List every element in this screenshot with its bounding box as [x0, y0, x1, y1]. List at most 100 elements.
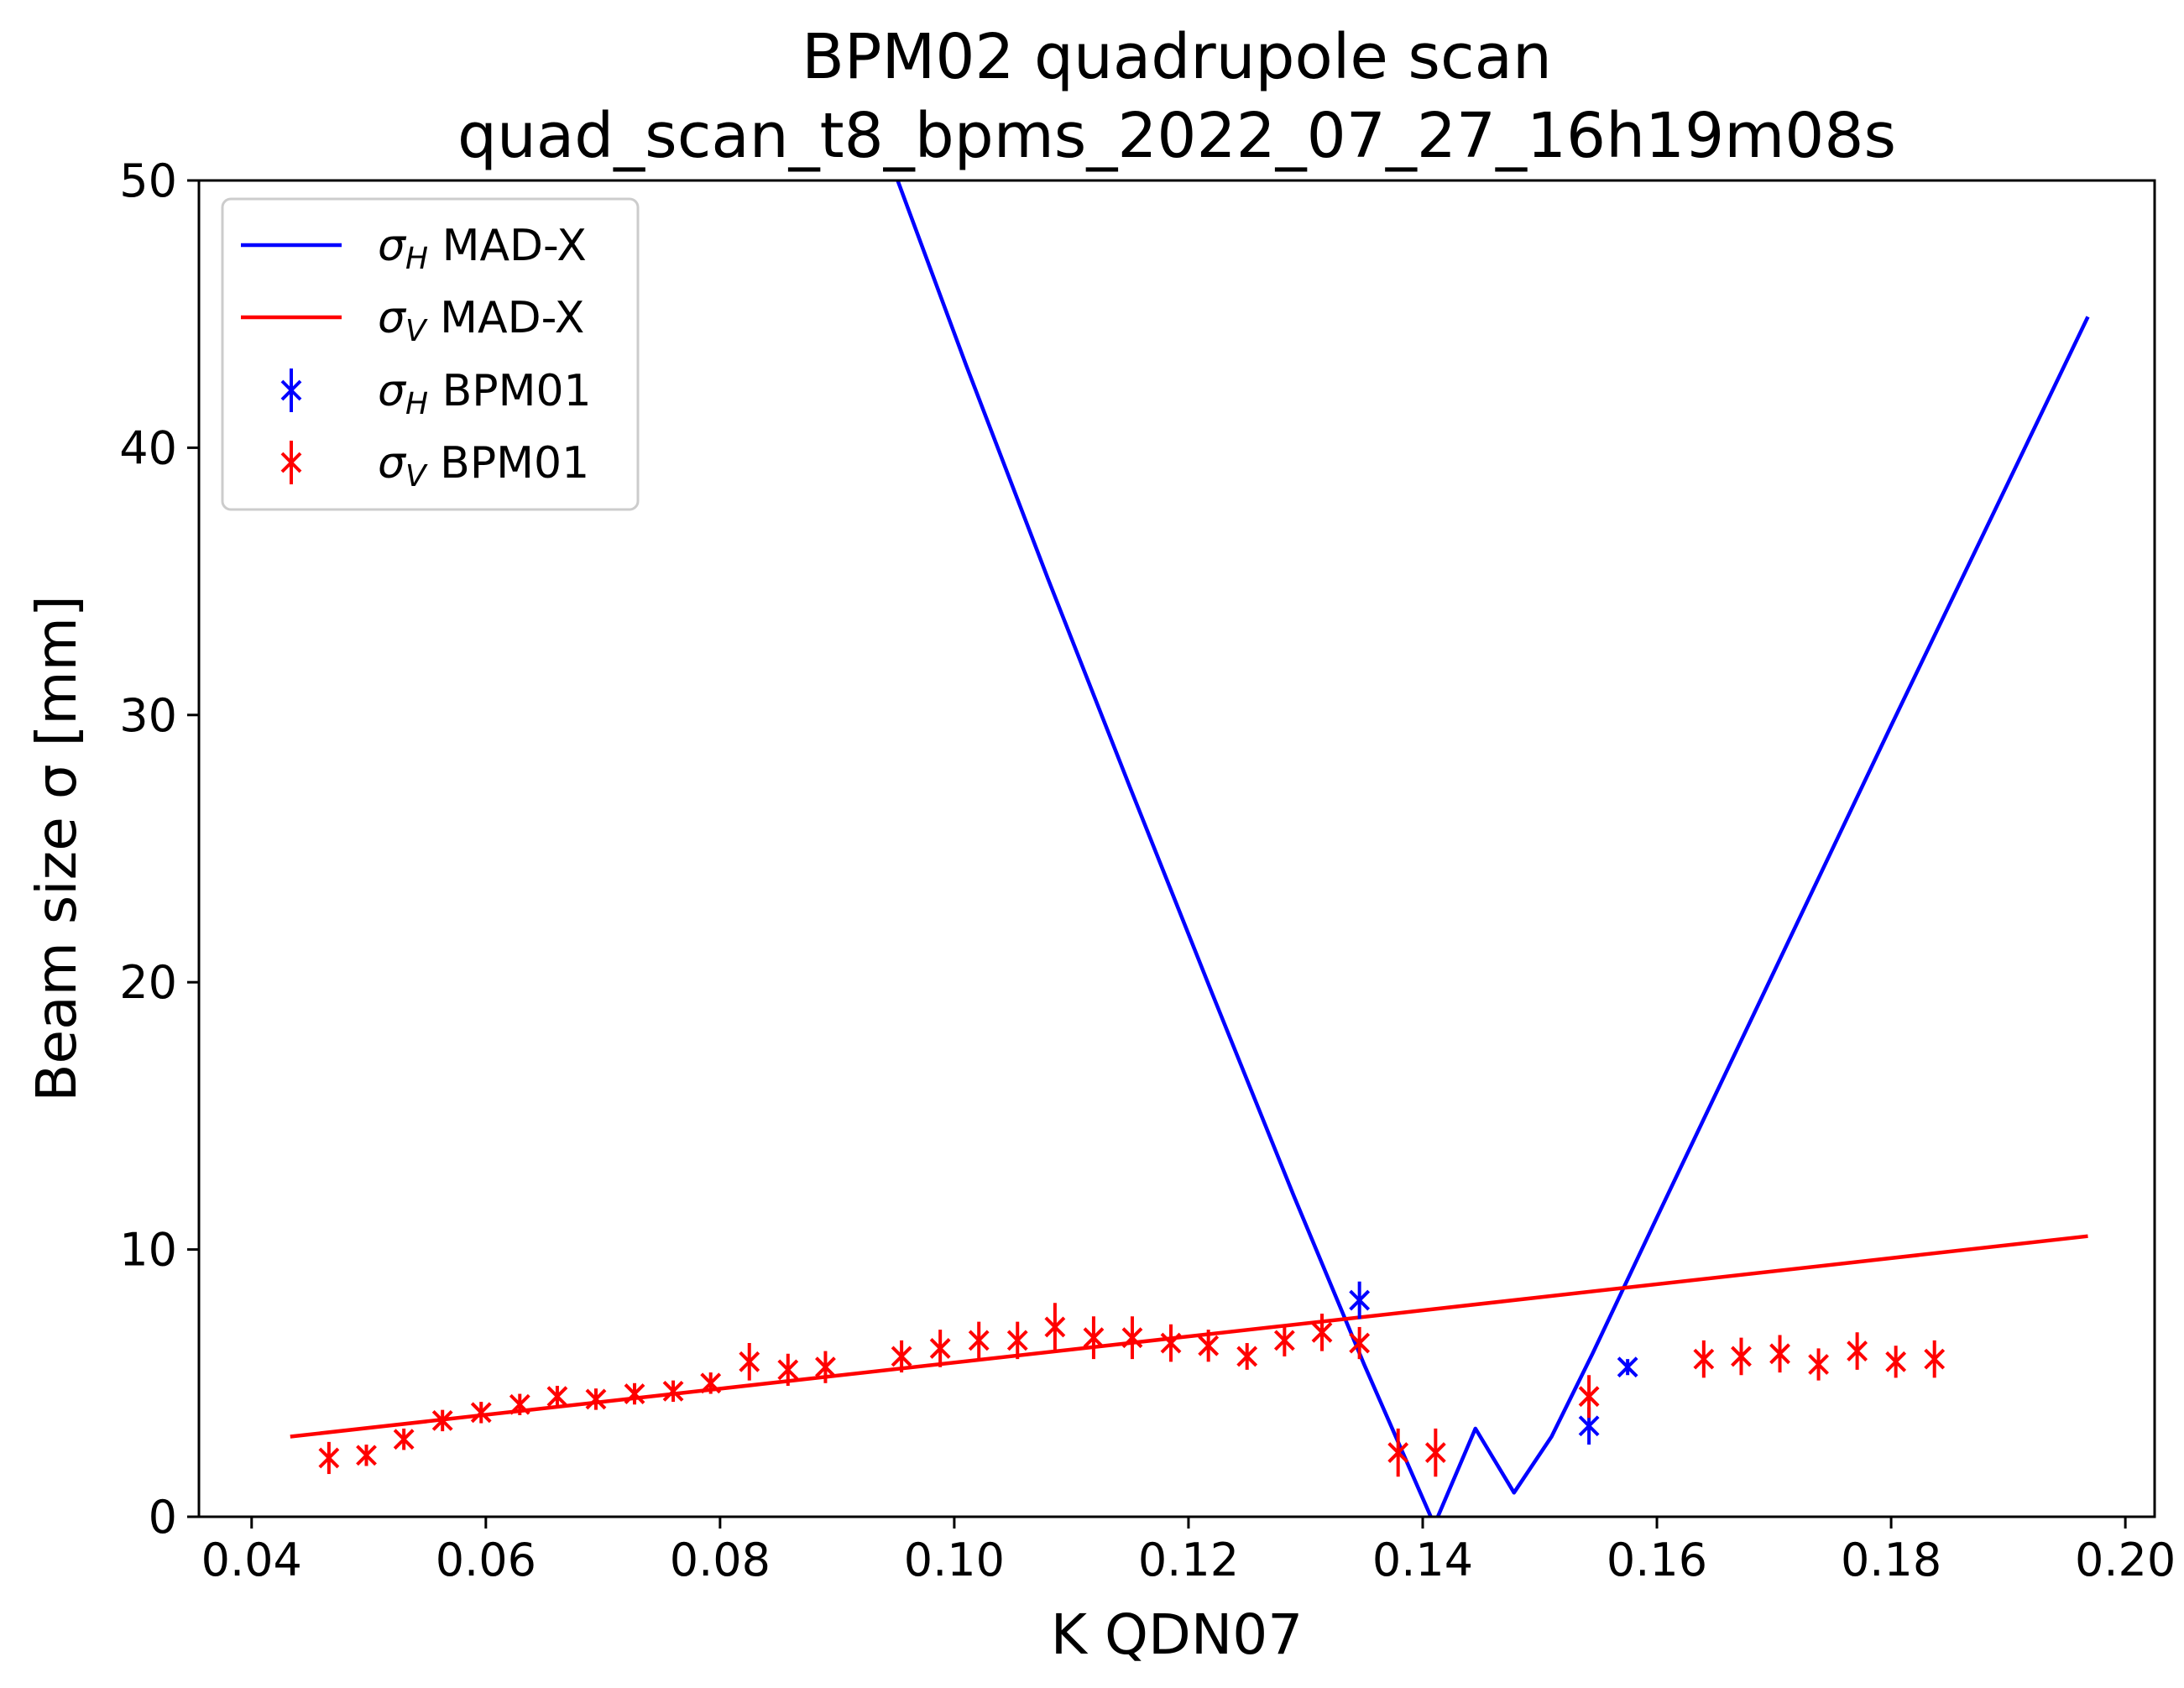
x-marker-stroke — [1578, 1415, 1600, 1437]
x-marker-stroke — [891, 1346, 912, 1367]
data-point-3-23 — [1236, 1343, 1258, 1370]
data-point-3-7 — [585, 1388, 607, 1410]
data-point-3-17 — [1006, 1321, 1028, 1360]
chart-subtitle: quad_scan_t8_bpms_2022_07_27_16h19m08s — [457, 100, 1896, 172]
x-marker-stroke — [280, 452, 302, 473]
legend-box — [221, 197, 640, 511]
x-marker-stroke — [356, 1445, 377, 1466]
y-axis-label: Beam size σ [mm] — [24, 595, 89, 1101]
y-tick-label: 10 — [119, 1224, 177, 1277]
data-point-3-15 — [929, 1330, 951, 1367]
x-tick-label: 0.06 — [436, 1534, 536, 1586]
x-marker-stroke — [662, 1380, 684, 1402]
x-marker-stroke — [1349, 1332, 1371, 1354]
data-point-3-18 — [1044, 1303, 1066, 1351]
x-marker-stroke — [1808, 1354, 1829, 1375]
x-tick-label: 0.20 — [2075, 1534, 2176, 1586]
legend-entry-0: σH MAD-X — [241, 221, 587, 276]
data-point-3-22 — [1198, 1330, 1220, 1362]
data-point-3-21 — [1160, 1324, 1182, 1362]
legend-label: σV BPM01 — [378, 438, 589, 494]
data-point-3-33 — [1808, 1348, 1829, 1381]
x-marker-stroke — [739, 1351, 760, 1372]
x-tick-label: 0.16 — [1607, 1534, 1707, 1586]
x-tick-label: 0.14 — [1372, 1534, 1473, 1586]
data-point-3-34 — [1847, 1332, 1868, 1370]
y-axis: 0 10 20 30 40 50 — [119, 154, 199, 1544]
legend-label: σV MAD-X — [378, 293, 584, 348]
data-point-3-32 — [1769, 1335, 1790, 1373]
legend-label: σH MAD-X — [378, 221, 587, 276]
plot-frame — [197, 179, 2156, 1518]
data-point-legend2-0 — [280, 368, 302, 412]
plot-area — [290, 180, 2090, 1517]
x-marker-stroke — [1311, 1321, 1333, 1343]
y-tick-label: 50 — [119, 154, 177, 207]
data-point-3-36 — [1924, 1340, 1946, 1378]
x-marker-stroke — [393, 1429, 415, 1450]
x-marker-stroke — [280, 379, 302, 401]
x-marker-stroke — [1160, 1332, 1182, 1354]
x-marker-stroke — [1847, 1340, 1868, 1362]
x-marker-stroke — [1083, 1327, 1105, 1349]
data-point-3-26 — [1349, 1326, 1371, 1360]
x-marker-stroke — [968, 1330, 990, 1351]
data-point-3-30 — [1693, 1340, 1715, 1378]
x-marker-stroke — [1731, 1346, 1752, 1367]
data-point-3-2 — [393, 1428, 415, 1450]
x-axis: 0.04 0.06 0.08 0.10 0.12 0.14 0.16 0.18 0.20 — [201, 1517, 2176, 1586]
data-point-3-13 — [815, 1351, 836, 1383]
data-point-3-20 — [1121, 1316, 1143, 1360]
x-marker-stroke — [1693, 1348, 1715, 1370]
x-tick-label: 0.12 — [1138, 1534, 1239, 1586]
data-point-3-35 — [1885, 1346, 1907, 1378]
data-point-3-0 — [318, 1441, 340, 1475]
x-marker-stroke — [815, 1356, 836, 1378]
x-marker-stroke — [1617, 1356, 1638, 1378]
data-point-3-9 — [662, 1380, 684, 1403]
y-tick-label: 30 — [119, 689, 177, 742]
x-tick-label: 0.18 — [1841, 1534, 1941, 1586]
legend: σH MAD-X σV MAD-X σH BPM01 σV BPM01 — [221, 197, 640, 511]
data-point-3-1 — [356, 1445, 377, 1466]
x-marker-stroke — [318, 1447, 340, 1469]
x-marker-stroke — [700, 1372, 722, 1394]
data-point-3-28 — [1424, 1428, 1446, 1477]
x-tick-label: 0.08 — [670, 1534, 771, 1586]
y-tick-label: 20 — [119, 956, 177, 1009]
data-point-3-31 — [1731, 1337, 1752, 1376]
data-point-legend3-0 — [280, 441, 302, 484]
x-marker-stroke — [585, 1388, 607, 1410]
y-tick-label: 40 — [119, 421, 177, 474]
x-marker-stroke — [929, 1337, 951, 1359]
x-marker-stroke — [431, 1409, 453, 1431]
data-point-3-8 — [624, 1382, 645, 1405]
y-tick-label: 0 — [149, 1491, 177, 1544]
data-point-3-27 — [1387, 1428, 1409, 1477]
x-marker-stroke — [1006, 1330, 1028, 1351]
data-point-3-24 — [1273, 1324, 1295, 1356]
data-point-3-5 — [509, 1393, 530, 1416]
data-point-3-14 — [891, 1340, 912, 1373]
x-marker-stroke — [1424, 1442, 1446, 1463]
data-point-2-0 — [1349, 1281, 1371, 1320]
x-marker-stroke — [1044, 1316, 1066, 1338]
x-marker-stroke — [546, 1386, 568, 1408]
x-axis-label: K QDN07 — [1051, 1602, 1303, 1667]
legend-entry-2: σH BPM01 — [280, 366, 592, 421]
data-point-3-4 — [470, 1402, 492, 1424]
data-point-3-10 — [700, 1372, 722, 1394]
data-point-3-25 — [1311, 1314, 1333, 1351]
x-tick-label: 0.10 — [904, 1534, 1005, 1586]
x-marker-stroke — [1236, 1346, 1258, 1367]
x-marker-stroke — [1578, 1386, 1600, 1408]
x-marker-stroke — [624, 1383, 645, 1404]
x-marker-stroke — [1198, 1335, 1220, 1356]
x-marker-stroke — [1769, 1343, 1790, 1365]
data-point-3-12 — [777, 1353, 799, 1386]
data-point-3-19 — [1083, 1316, 1105, 1360]
x-marker-stroke — [777, 1359, 799, 1381]
x-marker-stroke — [1121, 1327, 1143, 1349]
data-point-3-11 — [739, 1343, 760, 1381]
x-marker-stroke — [1273, 1330, 1295, 1351]
